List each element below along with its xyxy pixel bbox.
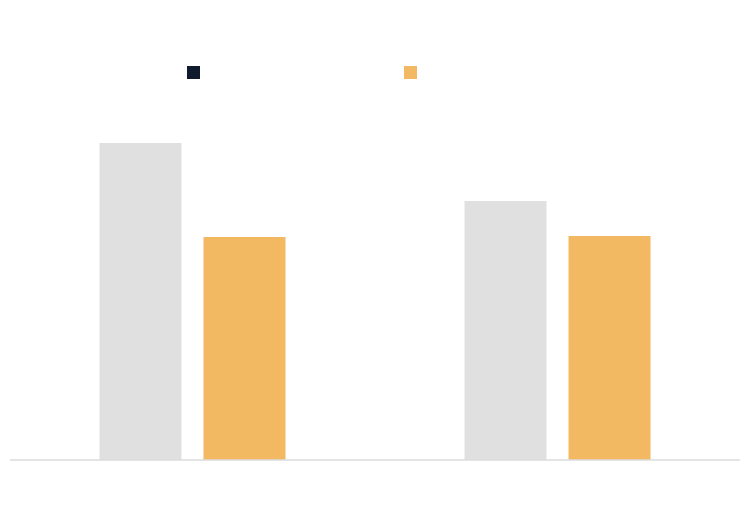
legend-marker bbox=[404, 66, 417, 79]
bar bbox=[203, 237, 286, 460]
bar bbox=[99, 143, 182, 460]
legend bbox=[187, 66, 417, 79]
legend-marker bbox=[187, 66, 200, 79]
bar bbox=[464, 201, 547, 460]
bar bbox=[568, 236, 651, 460]
